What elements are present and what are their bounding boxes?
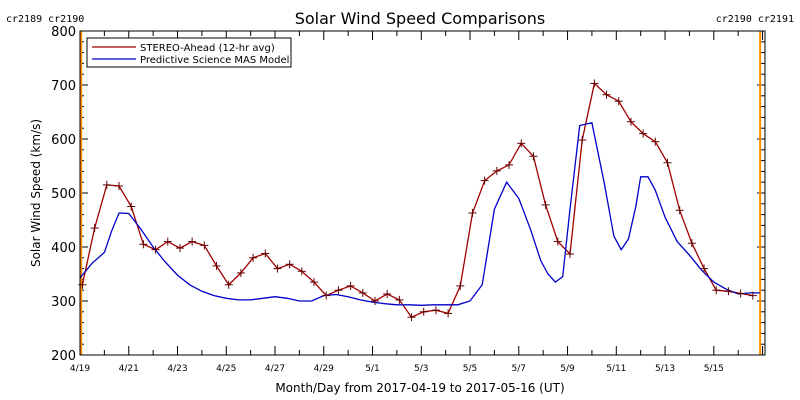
- data-point-marker: [712, 286, 721, 295]
- data-point-marker: [700, 264, 709, 273]
- data-point-marker: [285, 260, 294, 269]
- y-tick-label: 500: [51, 187, 76, 202]
- data-point-marker: [115, 181, 124, 190]
- data-point-marker: [322, 291, 331, 300]
- data-point-marker: [151, 245, 160, 254]
- data-point-marker: [212, 261, 221, 270]
- data-point-marker: [346, 281, 355, 290]
- data-point-marker: [395, 295, 404, 304]
- x-tick-label: 5/3: [414, 364, 428, 374]
- chart-title: Solar Wind Speed Comparisons: [295, 9, 546, 28]
- x-tick-label: 4/23: [167, 364, 187, 374]
- data-point-marker: [90, 224, 99, 233]
- data-point-marker: [370, 297, 379, 305]
- data-point-marker: [468, 208, 477, 217]
- data-point-marker: [358, 288, 367, 297]
- data-point-marker: [480, 176, 489, 185]
- data-point-marker: [310, 278, 319, 287]
- y-tick-label: 400: [51, 241, 76, 256]
- x-tick-label: 5/15: [704, 364, 724, 374]
- data-point-marker: [529, 152, 538, 161]
- legend-box: [86, 37, 292, 68]
- legend: STEREO-Ahead (12-hr avg) Predictive Scie…: [86, 37, 292, 68]
- x-tick-label: 5/7: [512, 364, 526, 374]
- legend-label-stereo: STEREO-Ahead (12-hr avg): [140, 43, 275, 54]
- data-point-marker: [249, 253, 258, 262]
- data-point-marker: [675, 206, 684, 215]
- series-line-1: [79, 122, 761, 306]
- y-tick-label: 800: [51, 25, 76, 40]
- data-point-marker: [188, 237, 197, 246]
- axis-ticks: 200 300 400 500 600 700 800 4/19 4/21 4/23 4/25 4/2…: [51, 25, 765, 374]
- data-point-marker: [590, 79, 599, 88]
- data-point-marker: [639, 129, 648, 138]
- data-point-marker: [748, 291, 757, 300]
- x-tick-label: 5/11: [606, 364, 626, 374]
- data-point-marker: [687, 239, 696, 248]
- data-point-marker: [517, 139, 526, 148]
- data-point-marker: [602, 90, 611, 99]
- data-point-marker: [505, 160, 514, 169]
- series-group: [79, 82, 761, 319]
- x-tick-label: 4/21: [119, 364, 139, 374]
- data-point-marker: [492, 166, 501, 175]
- x-tick-label: 5/5: [463, 364, 477, 374]
- data-point-marker: [175, 244, 184, 253]
- y-axis-label: Solar Wind Speed (km/s): [29, 119, 43, 267]
- data-point-marker: [261, 249, 270, 258]
- marker-group: [78, 79, 757, 322]
- data-point-marker: [626, 117, 635, 126]
- data-point-marker: [724, 287, 733, 296]
- data-point-marker: [456, 281, 465, 290]
- x-tick-label: 4/27: [265, 364, 285, 374]
- carrington-right-label: cr2190 cr2191: [716, 14, 794, 25]
- data-point-marker: [127, 202, 136, 211]
- data-point-marker: [224, 280, 233, 289]
- data-point-marker: [139, 240, 148, 249]
- legend-label-mas: Predictive Science MAS Model: [140, 55, 289, 66]
- data-point-marker: [444, 309, 453, 318]
- data-point-marker: [651, 137, 660, 146]
- x-tick-label: 5/1: [365, 364, 379, 374]
- x-tick-label: 5/9: [560, 364, 575, 374]
- y-tick-label: 200: [51, 349, 76, 364]
- data-point-marker: [334, 286, 343, 295]
- data-point-marker: [407, 313, 416, 322]
- x-tick-label: 5/13: [655, 364, 675, 374]
- y-tick-label: 300: [51, 295, 76, 310]
- carrington-left-label: cr2189 cr2190: [6, 14, 84, 25]
- data-point-marker: [553, 237, 562, 246]
- data-point-marker: [200, 241, 209, 250]
- y-tick-label: 600: [51, 133, 76, 148]
- data-point-marker: [236, 268, 245, 277]
- data-point-marker: [273, 264, 282, 273]
- y-tick-label: 700: [51, 79, 76, 94]
- data-point-marker: [614, 97, 623, 106]
- data-point-marker: [578, 136, 587, 145]
- data-point-marker: [102, 180, 111, 189]
- data-point-marker: [736, 289, 745, 298]
- data-point-marker: [163, 237, 172, 246]
- x-axis-label: Month/Day from 2017-04-19 to 2017-05-16 …: [275, 381, 564, 395]
- data-point-marker: [541, 200, 550, 209]
- data-point-marker: [431, 306, 440, 315]
- data-point-marker: [383, 289, 392, 298]
- x-tick-label: 4/25: [216, 364, 236, 374]
- data-point-marker: [297, 267, 306, 276]
- x-tick-label: 4/29: [314, 364, 334, 374]
- x-tick-label: 4/19: [70, 364, 90, 374]
- series-line-0: [81, 82, 753, 319]
- data-point-marker: [565, 250, 574, 259]
- data-point-marker: [419, 307, 428, 316]
- plot-frame: [79, 30, 766, 356]
- data-point-marker: [663, 158, 672, 167]
